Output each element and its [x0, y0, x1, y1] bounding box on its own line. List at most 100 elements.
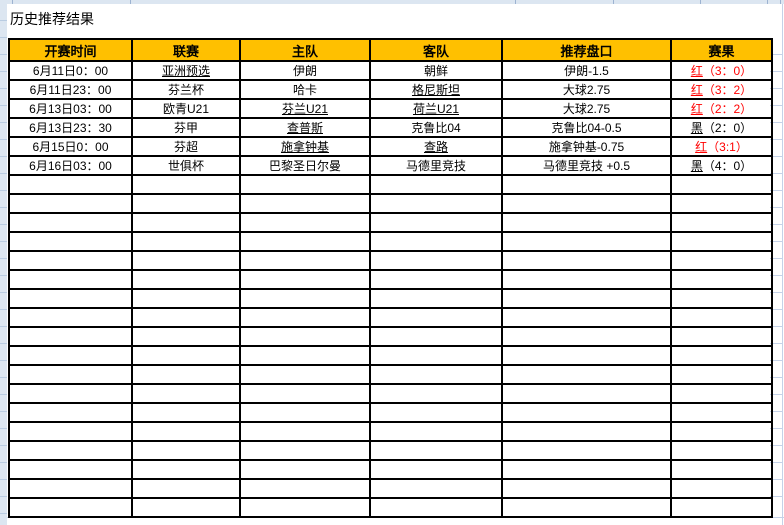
empty-cell[interactable] [239, 212, 371, 233]
empty-cell[interactable] [239, 402, 371, 423]
empty-cell[interactable] [131, 326, 241, 347]
empty-cell[interactable] [501, 231, 672, 252]
empty-cell[interactable] [131, 383, 241, 404]
empty-cell[interactable] [501, 364, 672, 385]
cell-league[interactable]: 芬超 [131, 136, 241, 157]
empty-cell[interactable] [670, 250, 773, 271]
empty-cell[interactable] [239, 497, 371, 518]
empty-cell[interactable] [501, 440, 672, 461]
empty-cell[interactable] [501, 497, 672, 518]
empty-cell[interactable] [369, 307, 503, 328]
empty-cell[interactable] [670, 288, 773, 309]
empty-cell[interactable] [670, 459, 773, 480]
cell-home[interactable]: 芬兰U21 [239, 98, 371, 119]
empty-cell[interactable] [670, 231, 773, 252]
empty-cell[interactable] [501, 326, 672, 347]
empty-cell[interactable] [670, 212, 773, 233]
empty-cell[interactable] [501, 288, 672, 309]
cell-home[interactable]: 伊朗 [239, 60, 371, 81]
empty-cell[interactable] [369, 288, 503, 309]
cell-result[interactable]: 红（2：2） [670, 98, 773, 119]
empty-cell[interactable] [8, 307, 133, 328]
cell-home[interactable]: 查普斯 [239, 117, 371, 138]
empty-cell[interactable] [239, 231, 371, 252]
empty-cell[interactable] [131, 364, 241, 385]
empty-cell[interactable] [131, 250, 241, 271]
empty-cell[interactable] [670, 193, 773, 214]
empty-cell[interactable] [131, 421, 241, 442]
empty-cell[interactable] [131, 231, 241, 252]
empty-cell[interactable] [670, 174, 773, 195]
cell-handicap[interactable]: 马德里竞技 +0.5 [501, 155, 672, 176]
cell-league[interactable]: 亚洲预选 [131, 60, 241, 81]
empty-cell[interactable] [8, 212, 133, 233]
empty-cell[interactable] [670, 478, 773, 499]
empty-cell[interactable] [501, 345, 672, 366]
empty-cell[interactable] [8, 250, 133, 271]
empty-cell[interactable] [369, 383, 503, 404]
cell-result[interactable]: 红（3：0） [670, 60, 773, 81]
empty-cell[interactable] [239, 193, 371, 214]
empty-cell[interactable] [239, 174, 371, 195]
cell-handicap[interactable]: 伊朗-1.5 [501, 60, 672, 81]
empty-cell[interactable] [131, 174, 241, 195]
empty-cell[interactable] [369, 326, 503, 347]
empty-cell[interactable] [8, 459, 133, 480]
empty-cell[interactable] [501, 421, 672, 442]
empty-cell[interactable] [8, 345, 133, 366]
empty-cell[interactable] [131, 402, 241, 423]
col-header-league[interactable]: 联赛 [131, 38, 241, 62]
cell-away[interactable]: 朝鲜 [369, 60, 503, 81]
empty-cell[interactable] [8, 231, 133, 252]
empty-cell[interactable] [8, 174, 133, 195]
empty-cell[interactable] [369, 459, 503, 480]
cell-league[interactable]: 芬兰杯 [131, 79, 241, 100]
empty-cell[interactable] [8, 421, 133, 442]
cell-league[interactable]: 欧青U21 [131, 98, 241, 119]
empty-cell[interactable] [501, 212, 672, 233]
cell-time[interactable]: 6月16日03：00 [8, 155, 133, 176]
empty-cell[interactable] [8, 383, 133, 404]
cell-handicap[interactable]: 大球2.75 [501, 79, 672, 100]
empty-cell[interactable] [369, 440, 503, 461]
empty-cell[interactable] [8, 497, 133, 518]
cell-time[interactable]: 6月11日23：00 [8, 79, 133, 100]
empty-cell[interactable] [670, 326, 773, 347]
cell-home[interactable]: 哈卡 [239, 79, 371, 100]
empty-cell[interactable] [131, 440, 241, 461]
cell-away[interactable]: 克鲁比04 [369, 117, 503, 138]
cell-time[interactable]: 6月11日0：00 [8, 60, 133, 81]
cell-league[interactable]: 世俱杯 [131, 155, 241, 176]
empty-cell[interactable] [239, 269, 371, 290]
empty-cell[interactable] [369, 250, 503, 271]
empty-cell[interactable] [239, 459, 371, 480]
empty-cell[interactable] [239, 478, 371, 499]
empty-cell[interactable] [670, 402, 773, 423]
empty-cell[interactable] [369, 193, 503, 214]
empty-cell[interactable] [369, 269, 503, 290]
cell-away[interactable]: 格尼斯坦 [369, 79, 503, 100]
empty-cell[interactable] [239, 364, 371, 385]
empty-cell[interactable] [8, 326, 133, 347]
empty-cell[interactable] [501, 383, 672, 404]
empty-cell[interactable] [239, 288, 371, 309]
empty-cell[interactable] [131, 288, 241, 309]
empty-cell[interactable] [8, 478, 133, 499]
empty-cell[interactable] [501, 402, 672, 423]
cell-home[interactable]: 巴黎圣日尔曼 [239, 155, 371, 176]
empty-cell[interactable] [670, 307, 773, 328]
empty-cell[interactable] [239, 307, 371, 328]
cell-league[interactable]: 芬甲 [131, 117, 241, 138]
empty-cell[interactable] [501, 250, 672, 271]
empty-cell[interactable] [501, 269, 672, 290]
empty-cell[interactable] [501, 193, 672, 214]
empty-cell[interactable] [670, 345, 773, 366]
empty-cell[interactable] [369, 478, 503, 499]
empty-cell[interactable] [131, 193, 241, 214]
cell-away[interactable]: 马德里竞技 [369, 155, 503, 176]
cell-home[interactable]: 施拿钟基 [239, 136, 371, 157]
empty-cell[interactable] [369, 212, 503, 233]
empty-cell[interactable] [369, 231, 503, 252]
empty-cell[interactable] [501, 307, 672, 328]
cell-time[interactable]: 6月13日23：30 [8, 117, 133, 138]
